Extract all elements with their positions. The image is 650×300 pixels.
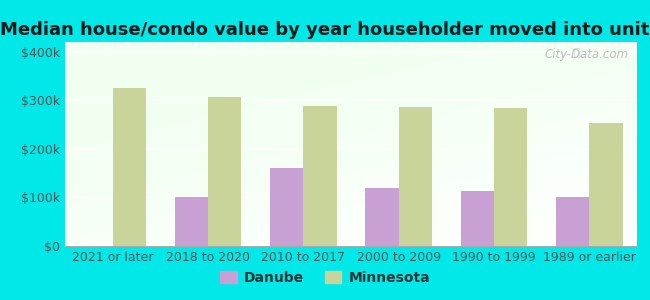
Bar <box>304 106 337 246</box>
Bar <box>365 188 398 246</box>
Text: Median house/condo value by year householder moved into unit: Median house/condo value by year househo… <box>0 21 650 39</box>
Bar <box>112 88 146 246</box>
Text: City-Data.com: City-Data.com <box>544 48 629 61</box>
Bar <box>590 123 623 246</box>
Bar <box>556 197 590 246</box>
Bar <box>175 197 208 246</box>
Text: ⓘ: ⓘ <box>573 48 580 58</box>
Legend: Danube, Minnesota: Danube, Minnesota <box>214 265 436 290</box>
Bar <box>208 98 241 246</box>
Bar <box>270 168 304 246</box>
Bar <box>461 191 494 246</box>
Bar <box>494 108 527 246</box>
Bar <box>398 106 432 246</box>
